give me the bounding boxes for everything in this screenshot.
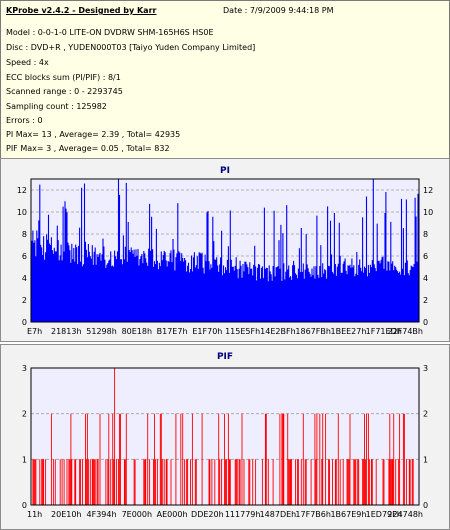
info-disc: Disc : DVD+R , YUDEN000T03 [Taiyo Yuden …: [6, 43, 256, 52]
x-tick-label: 1B67E9h: [330, 510, 366, 519]
y-tick-label-right: 0: [423, 318, 428, 327]
y-tick-label-left: 0: [22, 501, 27, 510]
y-tick-label-left: 2: [22, 296, 27, 305]
plot-area: [30, 367, 420, 506]
info-sampling: Sampling count : 125982: [6, 102, 107, 111]
x-tick-label: 20E10h: [51, 510, 81, 519]
y-tick-label-right: 0: [423, 501, 428, 510]
info-ecc: ECC blocks sum (PI/PIF) : 8/1: [6, 73, 121, 82]
x-tick-label: 1487DEh: [260, 510, 297, 519]
x-tick-label: 80E18h: [122, 327, 152, 336]
y-tick-label-left: 1: [22, 455, 27, 464]
pif-error-bars: [32, 368, 414, 505]
x-tick-label: 22F74Bh: [387, 327, 423, 336]
scan-date: Date : 7/9/2009 9:44:18 PM: [223, 6, 334, 15]
y-tick-label-left: 10: [17, 208, 27, 217]
pi-chart-title: PI: [220, 166, 230, 176]
info-model: Model : 0-0-1-0 LITE-ON DVDRW SHM-165H6S…: [6, 28, 214, 37]
x-tick-label: 111779h: [225, 510, 261, 519]
disc-info-panel: KProbe v2.4.2 - Designed by Karr Date : …: [0, 0, 450, 159]
y-tick-label-right: 8: [423, 230, 428, 239]
x-tick-label: 17F7B6h: [295, 510, 331, 519]
x-tick-label: 4F394h: [87, 510, 117, 519]
x-tick-label: 7E000h: [122, 510, 152, 519]
x-tick-label: E7h: [27, 327, 42, 336]
info-pif-summary: PIF Max= 3 , Average= 0.05 , Total= 832: [6, 144, 170, 153]
x-tick-label: 1ED79Fh: [366, 510, 402, 519]
y-tick-label-right: 6: [423, 252, 428, 261]
x-tick-label: 14E2BFh: [260, 327, 295, 336]
pif-chart-title: PIF: [216, 352, 234, 362]
y-tick-label-right: 2: [423, 296, 428, 305]
y-tick-label-left: 2: [22, 410, 27, 419]
app-title: KProbe v2.4.2 - Designed by Karr: [6, 6, 157, 15]
x-tick-label: 1F71EDh: [366, 327, 402, 336]
x-tick-label: 1BEE27h: [330, 327, 366, 336]
info-range: Scanned range : 0 - 2293745: [6, 87, 123, 96]
x-tick-label: 51298h: [86, 327, 117, 336]
info-speed: Speed : 4x: [6, 58, 49, 67]
y-tick-label-right: 12: [423, 186, 433, 195]
x-tick-label: 21813h: [51, 327, 82, 336]
x-tick-label: 115E5Fh: [225, 327, 260, 336]
x-tick-label: 224748h: [387, 510, 423, 519]
y-tick-label-left: 12: [17, 186, 27, 195]
x-tick-label: B17E7h: [157, 327, 188, 336]
pi-chart: 0 0 2 2 4 4 6 6 8 8 10 10 12 12 E7h 21813h 51298h 80E18h B…: [17, 178, 433, 336]
y-tick-label-left: 8: [22, 230, 27, 239]
y-tick-label-right: 1: [423, 455, 428, 464]
x-tick-label: 11h: [27, 510, 42, 519]
y-tick-label-right: 2: [423, 410, 428, 419]
y-tick-label-left: 4: [22, 274, 27, 283]
y-tick-label-right: 3: [423, 364, 428, 373]
plot-border: [30, 367, 420, 506]
y-tick-label-right: 10: [423, 208, 433, 217]
x-tick-label: DDE20h: [191, 510, 224, 519]
x-tick-label: E1F70h: [192, 327, 222, 336]
y-tick-label-right: 4: [423, 274, 428, 283]
x-tick-label: 1867FBh: [295, 327, 331, 336]
plot-border: [30, 178, 420, 323]
pif-chart: 0 0 1 1 2 2 3 3 11h 20E10h 4F394h 7E000h AE000h DDE20…: [22, 364, 428, 519]
y-tick-label-left: 6: [22, 252, 27, 261]
y-tick-label-left: 3: [22, 364, 27, 373]
y-tick-label-left: 0: [22, 318, 27, 327]
info-pi-summary: PI Max= 13 , Average= 2.39 , Total= 4293…: [6, 130, 181, 139]
info-errors: Errors : 0: [6, 116, 43, 125]
x-tick-label: AE000h: [157, 510, 188, 519]
pif-chart-panel: PIF 0 0 1 1 2 2 3 3 11h 20E10h 4F394h 7E000h AE000h D…: [0, 344, 450, 530]
pi-chart-panel: PI 0 0 2 2 4 4 6 6 8 8 10 10 12 12 E7h 21813h 51298h 80E1…: [0, 158, 450, 342]
